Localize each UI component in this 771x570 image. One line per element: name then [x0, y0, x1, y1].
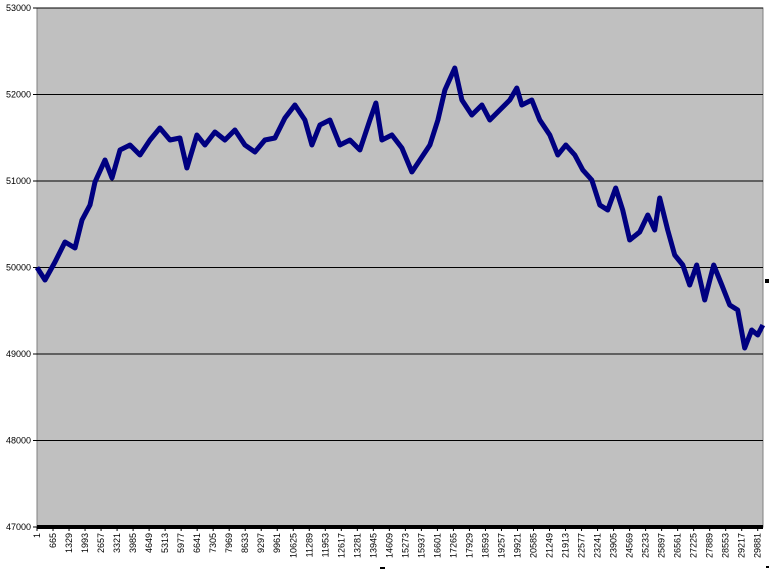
- x-tick-label: 11953: [320, 533, 330, 557]
- y-tick-label: 53000: [6, 3, 31, 13]
- x-tick-label: 27225: [689, 533, 699, 558]
- x-tick-label: 6641: [192, 533, 202, 553]
- x-tick-label: 9961: [272, 533, 282, 553]
- y-tick-label: 47000: [6, 522, 31, 532]
- x-tick-label: 25233: [641, 533, 651, 558]
- x-tick-label: 21249: [545, 533, 555, 558]
- axis-marker: [380, 567, 385, 569]
- x-tick-label: 19921: [512, 533, 522, 558]
- y-tick-label: 49000: [6, 349, 31, 359]
- x-tick-label: 14609: [384, 533, 394, 558]
- x-tick-label: 17929: [464, 533, 474, 558]
- y-tick-label: 50000: [6, 263, 31, 273]
- x-tick-label: 12617: [336, 533, 346, 558]
- x-tick-label: 28553: [721, 533, 731, 558]
- x-tick-label: 3985: [128, 533, 138, 553]
- x-tick-label: 7969: [224, 533, 234, 553]
- x-tick-label: 3321: [112, 533, 122, 553]
- x-tick-label: 13281: [352, 533, 362, 558]
- y-tick-label: 52000: [6, 90, 31, 100]
- x-tick-label: 11289: [304, 533, 314, 557]
- x-tick-label: 15273: [400, 533, 410, 558]
- x-tick-label: 2657: [96, 533, 106, 553]
- x-tick-label: 9297: [256, 533, 266, 553]
- x-tick-label: 7305: [208, 533, 218, 553]
- x-tick-label: 10625: [288, 533, 298, 558]
- x-tick-label: 15937: [416, 533, 426, 558]
- x-tick-label: 29217: [737, 533, 747, 558]
- series-line: [34, 65, 766, 351]
- x-tick-label: 24569: [625, 533, 635, 558]
- x-tick-label: 29881: [753, 533, 763, 558]
- x-tick-label: 27889: [705, 533, 715, 558]
- x-tick-label: 18593: [480, 533, 490, 558]
- x-tick-label: 23905: [609, 533, 619, 558]
- x-tick-label: 26561: [673, 533, 683, 558]
- x-tick-label: 5977: [176, 533, 186, 553]
- x-tick-label: 5313: [160, 533, 170, 553]
- x-tick-label: 19257: [496, 533, 506, 558]
- x-tick-label: 665: [48, 533, 58, 548]
- x-tick-label: 1329: [64, 533, 74, 553]
- axis-marker: [766, 566, 769, 568]
- x-tick-label: 1993: [80, 533, 90, 553]
- legend-marker: [765, 279, 769, 283]
- x-tick-label: 8633: [240, 533, 250, 553]
- x-tick-label: 4649: [144, 533, 154, 553]
- x-tick-label: 13945: [368, 533, 378, 558]
- x-tick-label: 16601: [432, 533, 442, 558]
- y-tick-label: 48000: [6, 436, 31, 446]
- y-tick-label: 51000: [6, 176, 31, 186]
- x-tick-label: 20585: [528, 533, 538, 558]
- x-tick-label: 22577: [577, 533, 587, 558]
- x-tick-label: 23241: [593, 533, 603, 558]
- x-tick-label: 21913: [561, 533, 571, 558]
- x-tick-label: 17265: [448, 533, 458, 558]
- x-tick-label: 25897: [657, 533, 667, 558]
- x-tick-label: 1: [32, 533, 42, 538]
